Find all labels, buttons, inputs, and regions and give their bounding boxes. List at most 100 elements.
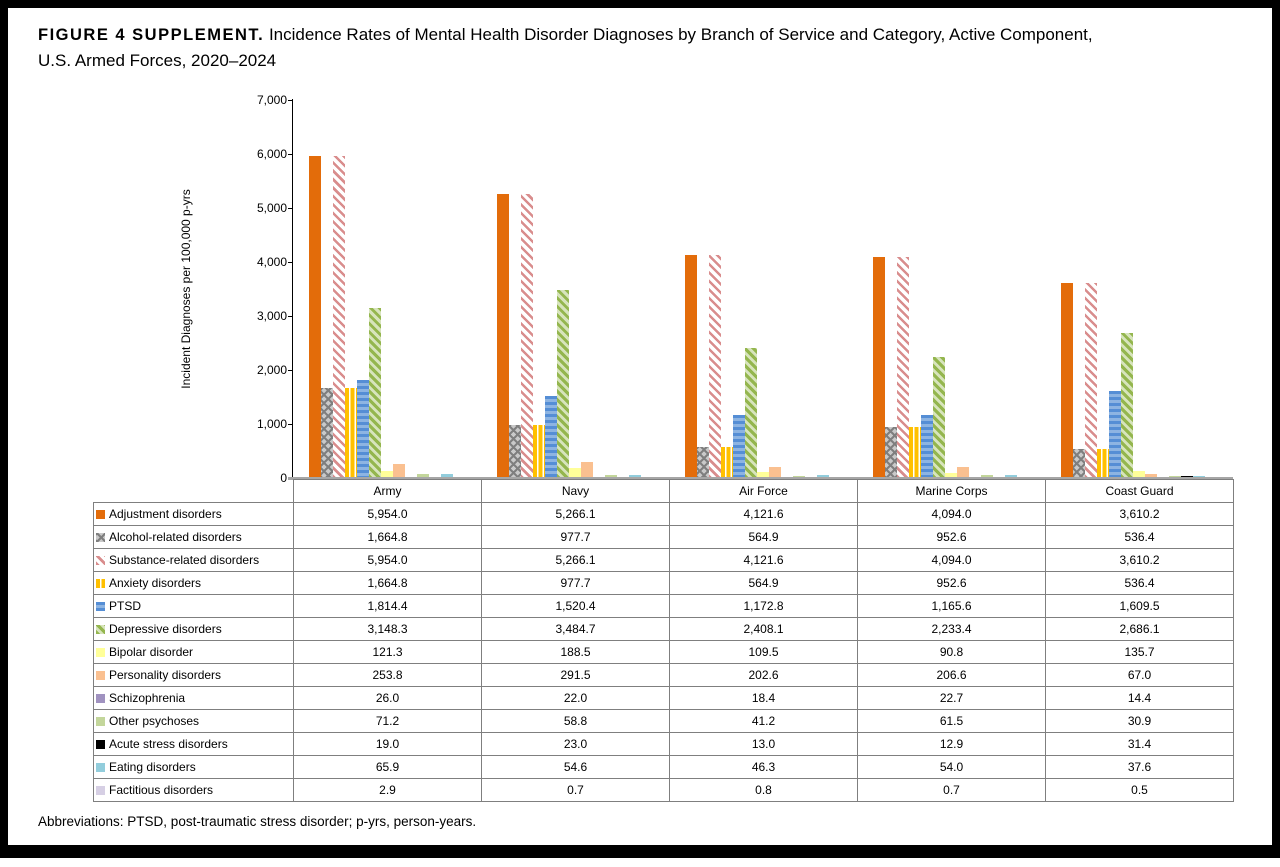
table-row: Factitious disorders 2.9 0.7 0.8 0.7 0.5: [93, 778, 1234, 802]
table-row: PTSD 1,814.4 1,520.4 1,172.8 1,165.6 1,609.5: [93, 594, 1234, 618]
bar: [1145, 474, 1157, 478]
legend-label: PTSD: [109, 599, 142, 613]
value-cell: 253.8: [293, 663, 482, 687]
value-cell: 1,609.5: [1045, 594, 1234, 618]
value-cell: 54.6: [481, 755, 670, 779]
y-axis-line: [292, 99, 293, 479]
legend-label: Alcohol-related disorders: [109, 530, 242, 544]
value-cell: 23.0: [481, 732, 670, 756]
value-cell: 2,686.1: [1045, 617, 1234, 641]
legend-label: Personality disorders: [109, 668, 222, 682]
legend-swatch: [96, 533, 105, 542]
bar: [709, 255, 721, 478]
value-cell: 2.9: [293, 778, 482, 802]
value-cell: 18.4: [669, 686, 858, 710]
value-cell: 3,610.2: [1045, 502, 1234, 526]
legend-cell: Adjustment disorders: [93, 502, 294, 526]
bar: [685, 255, 697, 478]
figure-label: FIGURE 4 SUPPLEMENT.: [38, 26, 265, 44]
value-cell: 14.4: [1045, 686, 1234, 710]
table-row: Adjustment disorders 5,954.0 5,266.1 4,121.…: [93, 502, 1234, 526]
frame-border-right: [1272, 0, 1280, 858]
value-cell: 291.5: [481, 663, 670, 687]
legend-cell: Personality disorders: [93, 663, 294, 687]
y-tick-label: 5,000: [256, 201, 287, 215]
table-row: Schizophrenia 26.0 22.0 18.4 22.7 14.4: [93, 686, 1234, 710]
value-cell: 90.8: [857, 640, 1046, 664]
bar: [357, 380, 369, 478]
legend-swatch: [96, 602, 105, 611]
bar: [417, 474, 429, 478]
bar: [897, 257, 909, 478]
bar: [909, 427, 921, 478]
legend-cell: Eating disorders: [93, 755, 294, 779]
value-cell: 41.2: [669, 709, 858, 733]
abbreviations-note: Abbreviations: PTSD, post-traumatic stre…: [38, 814, 477, 829]
y-axis-label: Incident Diagnoses per 100,000 p-yrs: [179, 189, 193, 389]
bar: [945, 473, 957, 478]
legend-label: Anxiety disorders: [109, 576, 202, 590]
value-cell: 3,610.2: [1045, 548, 1234, 572]
bar: [345, 388, 357, 478]
bar: [309, 156, 321, 478]
value-cell: 977.7: [481, 525, 670, 549]
bar: [581, 462, 593, 478]
legend-cell: Depressive disorders: [93, 617, 294, 641]
column-header: Air Force: [669, 479, 858, 503]
legend-cell: Schizophrenia: [93, 686, 294, 710]
bar: [873, 257, 885, 478]
value-cell: 564.9: [669, 525, 858, 549]
bar: [921, 415, 933, 478]
figure-title: FIGURE 4 SUPPLEMENT. Incidence Rates of …: [38, 22, 1250, 74]
figure-title-line2: U.S. Armed Forces, 2020–2024: [38, 51, 277, 70]
column-header: Marine Corps: [857, 479, 1046, 503]
legend-swatch: [96, 717, 105, 726]
bar: [769, 467, 781, 478]
bar: [533, 425, 545, 478]
value-cell: 1,165.6: [857, 594, 1046, 618]
value-cell: 1,664.8: [293, 571, 482, 595]
value-cell: 54.0: [857, 755, 1046, 779]
value-cell: 952.6: [857, 571, 1046, 595]
bar: [569, 468, 581, 478]
bar: [757, 472, 769, 478]
y-tick-label: 1,000: [256, 417, 287, 431]
value-cell: 46.3: [669, 755, 858, 779]
bar: [1133, 471, 1145, 478]
value-cell: 12.9: [857, 732, 1046, 756]
legend-label: Bipolar disorder: [109, 645, 194, 659]
bar: [557, 290, 569, 478]
bar: [521, 194, 533, 478]
value-cell: 13.0: [669, 732, 858, 756]
value-cell: 564.9: [669, 571, 858, 595]
bar: [733, 415, 745, 478]
value-cell: 3,148.3: [293, 617, 482, 641]
legend-label: Eating disorders: [109, 760, 196, 774]
value-cell: 135.7: [1045, 640, 1234, 664]
value-cell: 0.5: [1045, 778, 1234, 802]
bar: [1005, 475, 1017, 478]
value-cell: 4,094.0: [857, 502, 1046, 526]
value-cell: 536.4: [1045, 525, 1234, 549]
value-cell: 1,814.4: [293, 594, 482, 618]
value-cell: 1,520.4: [481, 594, 670, 618]
value-cell: 67.0: [1045, 663, 1234, 687]
value-cell: 31.4: [1045, 732, 1234, 756]
value-cell: 65.9: [293, 755, 482, 779]
value-cell: 109.5: [669, 640, 858, 664]
figure-title-text: Incidence Rates of Mental Health Disorde…: [268, 25, 1093, 44]
legend-label: Schizophrenia: [109, 691, 186, 705]
column-header: Army: [293, 479, 482, 503]
y-tick-mark: [288, 100, 293, 101]
value-cell: 1,664.8: [293, 525, 482, 549]
bar: [629, 475, 641, 478]
legend-label: Depressive disorders: [109, 622, 222, 636]
value-cell: 4,121.6: [669, 502, 858, 526]
value-cell: 206.6: [857, 663, 1046, 687]
legend-label: Factitious disorders: [109, 783, 214, 797]
y-tick-mark: [288, 370, 293, 371]
table-row: Other psychoses 71.2 58.8 41.2 61.5 30.9: [93, 709, 1234, 733]
bar: [981, 475, 993, 478]
bar: [1085, 283, 1097, 478]
value-cell: 188.5: [481, 640, 670, 664]
